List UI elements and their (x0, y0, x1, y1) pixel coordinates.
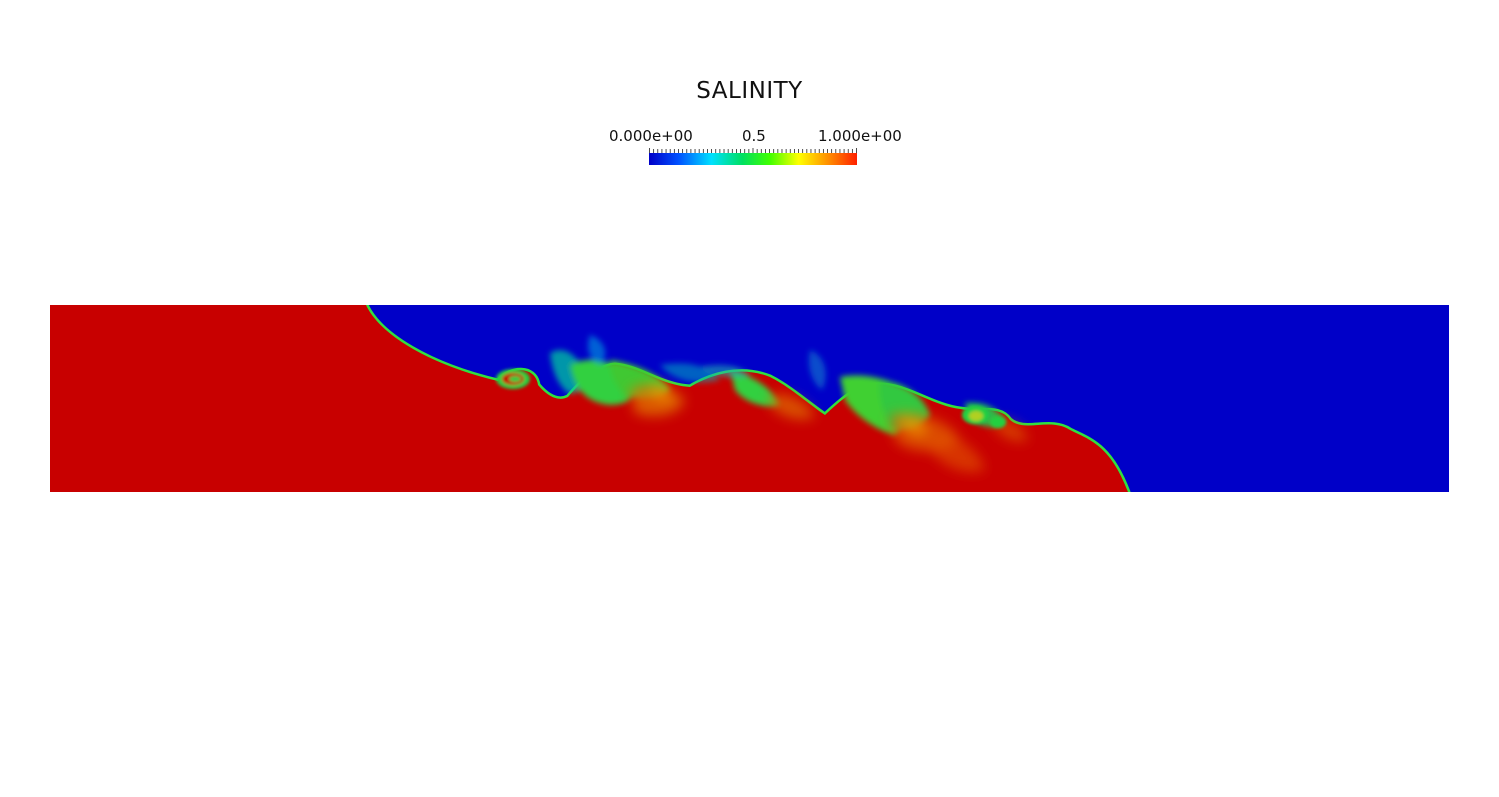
colorbar-max-label: 1.000e+00 (818, 127, 902, 145)
saline-current-region (50, 305, 1128, 492)
vortex-left (496, 369, 530, 389)
colorbar-gradient (649, 153, 857, 165)
mixed-saline-zone (630, 383, 1028, 473)
salinity-field (50, 305, 1449, 492)
colorbar-title: SALINITY (696, 78, 803, 104)
colorbar (649, 153, 857, 165)
vortex-right (962, 406, 1006, 428)
colorbar-min-label: 0.000e+00 (609, 127, 693, 145)
colorbar-mid-label: 0.5 (742, 127, 766, 145)
